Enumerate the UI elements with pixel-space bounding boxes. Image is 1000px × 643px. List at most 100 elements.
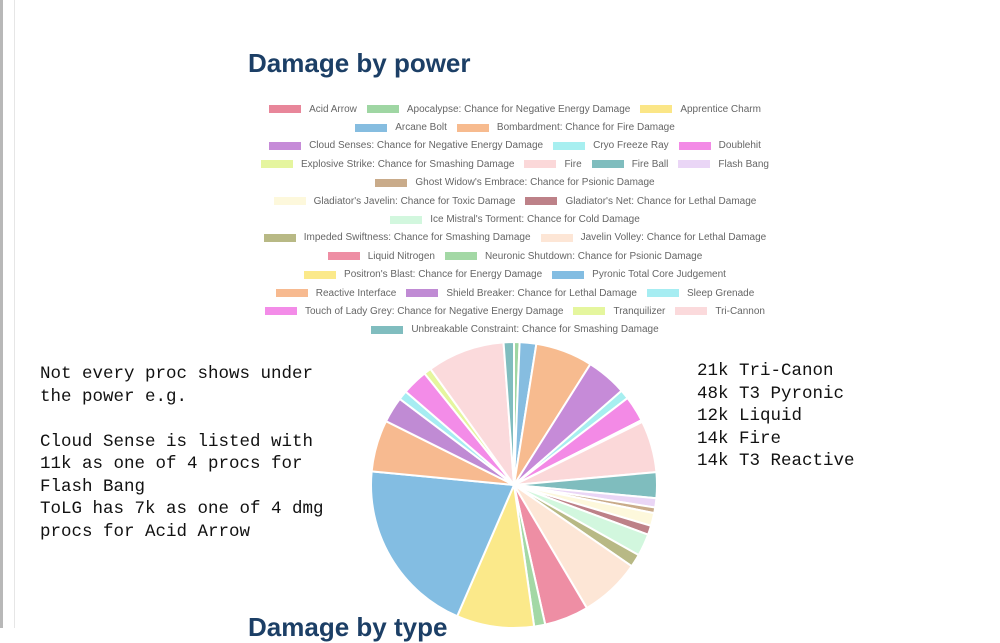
legend-label: Fire	[564, 158, 582, 170]
legend-swatch	[261, 160, 294, 169]
legend-item[interactable]: Javelin Volley: Chance for Lethal Damage	[540, 232, 767, 244]
legend-swatch	[640, 105, 673, 114]
legend-item[interactable]: Shield Breaker: Chance for Lethal Damage	[406, 288, 637, 299]
legend-label: Touch of Lady Grey: Chance for Negative …	[304, 305, 564, 317]
legend-item[interactable]: Ice Mistral's Torment: Chance for Cold D…	[390, 214, 640, 225]
legend-row: Arcane Bolt Bombardment: Chance for Fire …	[350, 118, 680, 136]
legend-row: Gladiator's Javelin: Chance for Toxic Da…	[269, 192, 762, 210]
legend-label: Explosive Strike: Chance for Smashing Da…	[301, 158, 515, 170]
pie-chart	[370, 340, 658, 628]
legend-item[interactable]: Touch of Lady Grey: Chance for Negative …	[264, 305, 564, 317]
legend-label: Cryo Freeze Ray	[593, 140, 669, 152]
legend-label: Arcane Bolt	[395, 122, 447, 134]
legend-swatch	[540, 233, 573, 242]
legend-item[interactable]: Fire	[524, 158, 582, 170]
legend-item[interactable]: Unbreakable Constraint: Chance for Smash…	[371, 324, 659, 336]
chart-title: Damage by power	[248, 48, 471, 78]
legend-item[interactable]: Sleep Grenade	[647, 288, 754, 299]
legend-swatch	[371, 325, 404, 334]
legend-swatch	[366, 105, 399, 114]
legend-item[interactable]: Reactive Interface	[275, 287, 397, 299]
legend-label: Liquid Nitrogen	[367, 250, 435, 262]
legend-item[interactable]: Apocalypse: Chance for Negative Energy D…	[366, 103, 631, 115]
legend-swatch	[678, 141, 711, 150]
legend-item[interactable]: Acid Arrow	[269, 104, 357, 115]
legend-label: Bombardment: Chance for Fire Damage	[496, 122, 675, 134]
legend-swatch	[273, 197, 306, 206]
pie-slice[interactable]	[502, 340, 515, 486]
legend-label: Apocalypse: Chance for Negative Energy D…	[406, 103, 631, 115]
legend-item[interactable]: Fire Ball	[591, 158, 669, 170]
legend-row: Touch of Lady Grey: Chance for Negative …	[260, 302, 770, 320]
legend-label: Shield Breaker: Chance for Lethal Damage	[446, 287, 637, 299]
legend-label: Ice Mistral's Torment: Chance for Cold D…	[430, 214, 640, 226]
legend-swatch	[591, 160, 624, 169]
legend-item[interactable]: Liquid Nitrogen	[327, 250, 435, 262]
window-left-border	[0, 0, 3, 628]
legend-label: Reactive Interface	[315, 287, 397, 299]
legend-swatch	[269, 141, 302, 150]
legend-label: Gladiator's Net: Chance for Lethal Damag…	[565, 195, 757, 207]
legend-label: Neuronic Shutdown: Chance for Psionic Da…	[484, 250, 703, 262]
legend-item[interactable]: Cloud Senses: Chance for Negative Energy…	[269, 140, 543, 151]
legend-row: Impeded Swiftness: Chance for Smashing D…	[259, 229, 771, 247]
legend-swatch	[647, 289, 679, 298]
legend-swatch	[444, 252, 477, 261]
legend-row: Ghost Widow's Embrace: Chance for Psioni…	[370, 174, 659, 192]
legend-item[interactable]: Bombardment: Chance for Fire Damage	[456, 122, 675, 134]
legend-label: Tri-Cannon	[715, 305, 765, 317]
legend-row: Unbreakable Constraint: Chance for Smash…	[366, 321, 663, 339]
annotation-right: 21k Tri-Canon 48k T3 Pyronic 12k Liquid …	[697, 361, 855, 471]
legend-item[interactable]: Ghost Widow's Embrace: Chance for Psioni…	[375, 177, 655, 188]
legend-label: Unbreakable Constraint: Chance for Smash…	[411, 324, 659, 336]
legend-item[interactable]: Positron's Blast: Chance for Energy Dama…	[304, 269, 542, 280]
legend-label: Tranquilizer	[613, 305, 666, 317]
legend-row: Ice Mistral's Torment: Chance for Cold D…	[385, 210, 645, 228]
page-margin-line	[14, 0, 15, 628]
legend-row: Cloud Senses: Chance for Negative Energy…	[264, 137, 766, 155]
legend-swatch	[406, 289, 439, 298]
legend-item[interactable]: Explosive Strike: Chance for Smashing Da…	[261, 159, 514, 170]
legend-swatch	[552, 270, 585, 279]
legend-row: Liquid Nitrogen Neuronic Shutdown: Chance…	[323, 247, 708, 265]
legend-swatch	[269, 105, 302, 114]
legend-item[interactable]: Apprentice Charm	[640, 104, 761, 115]
legend-swatch	[275, 289, 308, 298]
legend-item[interactable]: Tri-Cannon	[675, 306, 765, 317]
annotation-left: Not every proc shows under the power e.g…	[40, 364, 324, 542]
legend-row: Positron's Blast: Chance for Energy Dama…	[299, 266, 731, 284]
legend-swatch	[675, 307, 708, 316]
legend-item[interactable]: Gladiator's Net: Chance for Lethal Damag…	[525, 196, 756, 207]
legend-item[interactable]: Flash Bang	[678, 159, 769, 170]
legend-swatch	[390, 215, 423, 224]
legend-row: Explosive Strike: Chance for Smashing Da…	[256, 155, 774, 173]
pie-slice[interactable]	[370, 470, 516, 618]
legend-item[interactable]: Pyronic Total Core Judgement	[552, 269, 726, 280]
legend-item[interactable]: Impeded Swiftness: Chance for Smashing D…	[263, 232, 531, 243]
legend-item[interactable]: Doublehit	[678, 140, 761, 152]
legend-label: Positron's Blast: Chance for Energy Dama…	[344, 269, 543, 281]
legend-swatch	[263, 233, 296, 242]
legend-label: Apprentice Charm	[680, 103, 761, 115]
legend-swatch	[375, 178, 408, 187]
legend-item[interactable]: Neuronic Shutdown: Chance for Psionic Da…	[444, 250, 703, 262]
legend-swatch	[678, 160, 711, 169]
legend-label: Flash Bang	[718, 158, 769, 170]
legend-item[interactable]: Gladiator's Javelin: Chance for Toxic Da…	[273, 196, 515, 207]
legend-label: Javelin Volley: Chance for Lethal Damage	[580, 232, 767, 244]
legend-swatch	[355, 123, 388, 132]
legend-item[interactable]: Tranquilizer	[573, 306, 665, 317]
legend-swatch	[525, 197, 558, 206]
legend-label: Fire Ball	[631, 158, 669, 170]
legend-label: Doublehit	[718, 140, 761, 152]
legend-item[interactable]: Cryo Freeze Ray	[553, 140, 669, 151]
legend-row: Reactive Interface Shield Breaker: Chance…	[271, 284, 760, 302]
legend-swatch	[456, 123, 489, 132]
legend-label: Acid Arrow	[309, 103, 357, 115]
legend-swatch	[524, 160, 557, 169]
legend-row: Acid Arrow Apocalypse: Chance for Negativ…	[264, 100, 766, 118]
legend-swatch	[553, 141, 586, 150]
legend-swatch	[264, 307, 297, 316]
legend-label: Sleep Grenade	[687, 287, 755, 299]
legend-item[interactable]: Arcane Bolt	[355, 122, 447, 133]
